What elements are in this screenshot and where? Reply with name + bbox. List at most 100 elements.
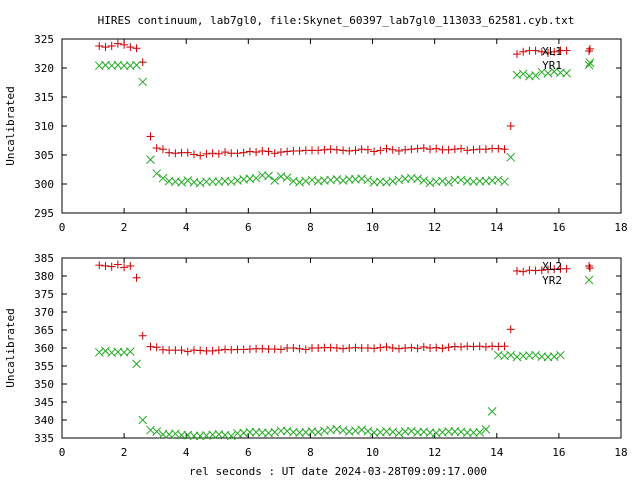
data-point [146,155,155,164]
series-XL1 [95,39,594,160]
data-point [585,44,594,53]
data-point [494,144,503,153]
y-tick-label: 345 [34,396,54,409]
data-point [531,46,540,55]
data-point [264,147,273,156]
x-tick-label: 14 [490,446,504,459]
legend-marker [585,262,593,270]
data-point [531,350,540,360]
data-point [146,342,155,351]
data-point [585,264,594,273]
legend-marker [585,47,593,55]
data-point [426,145,435,154]
data-point [177,430,186,440]
data-point [332,145,341,154]
data-point [138,331,147,340]
chart-title: HIRES continuum, lab7gl0, file:Skynet_60… [98,14,575,27]
legend-label: XL2 [542,260,562,273]
data-point [189,150,198,159]
x-tick-label: 10 [366,221,379,234]
data-point [419,144,428,153]
data-point [481,425,491,434]
y-tick-label: 305 [34,149,54,162]
data-point [214,149,223,158]
y-tick-label: 315 [34,91,54,104]
data-point [313,427,323,437]
data-point [585,58,595,68]
data-point [450,145,459,154]
data-point [152,144,161,153]
data-point [438,344,447,353]
plot-frame [61,38,622,214]
data-point [202,177,211,187]
y-tick-label: 365 [34,324,54,337]
data-point [537,266,546,275]
data-point [388,145,397,154]
data-point [295,344,304,353]
x-tick-label: 16 [552,221,565,234]
data-point [126,43,135,52]
x-tick-label: 14 [490,221,504,234]
data-point [401,145,410,154]
data-point [512,266,521,275]
data-point [158,173,168,183]
y-tick-label: 360 [34,342,54,355]
data-point [146,132,155,141]
data-point [444,145,453,154]
data-point [282,173,292,182]
data-point [245,427,255,437]
data-point [239,148,248,157]
x-tick-label: 18 [614,221,627,234]
y-tick-label: 325 [34,33,54,46]
x-tick-label: 2 [121,221,128,234]
data-point [120,40,129,49]
data-point [531,71,540,80]
data-point [138,77,148,87]
data-point [382,144,391,153]
x-tick-label: 18 [614,446,627,459]
data-point [506,152,516,162]
data-point [562,46,571,55]
data-point [419,342,428,351]
data-point [413,144,422,153]
data-point [107,262,116,271]
x-tick-label: 0 [59,221,66,234]
data-point [107,41,116,50]
data-point [376,146,385,155]
y-tick-label: 355 [34,360,54,373]
x-tick-label: 0 [59,446,66,459]
data-point [469,145,478,154]
data-point [252,148,261,157]
data-point [351,146,360,155]
data-point [171,149,180,158]
data-point [519,47,528,56]
data-point [462,428,472,437]
data-point [152,427,162,436]
data-point [233,149,242,158]
y-tick-label: 335 [34,432,54,445]
data-point [221,148,230,157]
data-point [208,149,217,158]
data-point [152,343,161,352]
data-point [444,427,453,436]
data-point [500,177,509,187]
x-tick-label: 16 [552,446,565,459]
data-point [394,146,403,155]
data-point [475,427,485,437]
data-point [202,149,211,158]
data-point [264,171,273,181]
data-point [363,145,372,154]
data-point [475,176,485,186]
data-point [500,342,509,351]
x-tick-label: 6 [245,221,252,234]
data-point [158,145,167,154]
data-point [506,122,515,130]
series-XL2 [95,260,594,356]
y-tick-label: 340 [34,414,54,427]
data-point [113,260,122,269]
data-point [101,346,110,356]
data-point [357,145,366,154]
data-point [208,177,217,187]
data-point [345,146,354,155]
data-point [289,344,298,352]
